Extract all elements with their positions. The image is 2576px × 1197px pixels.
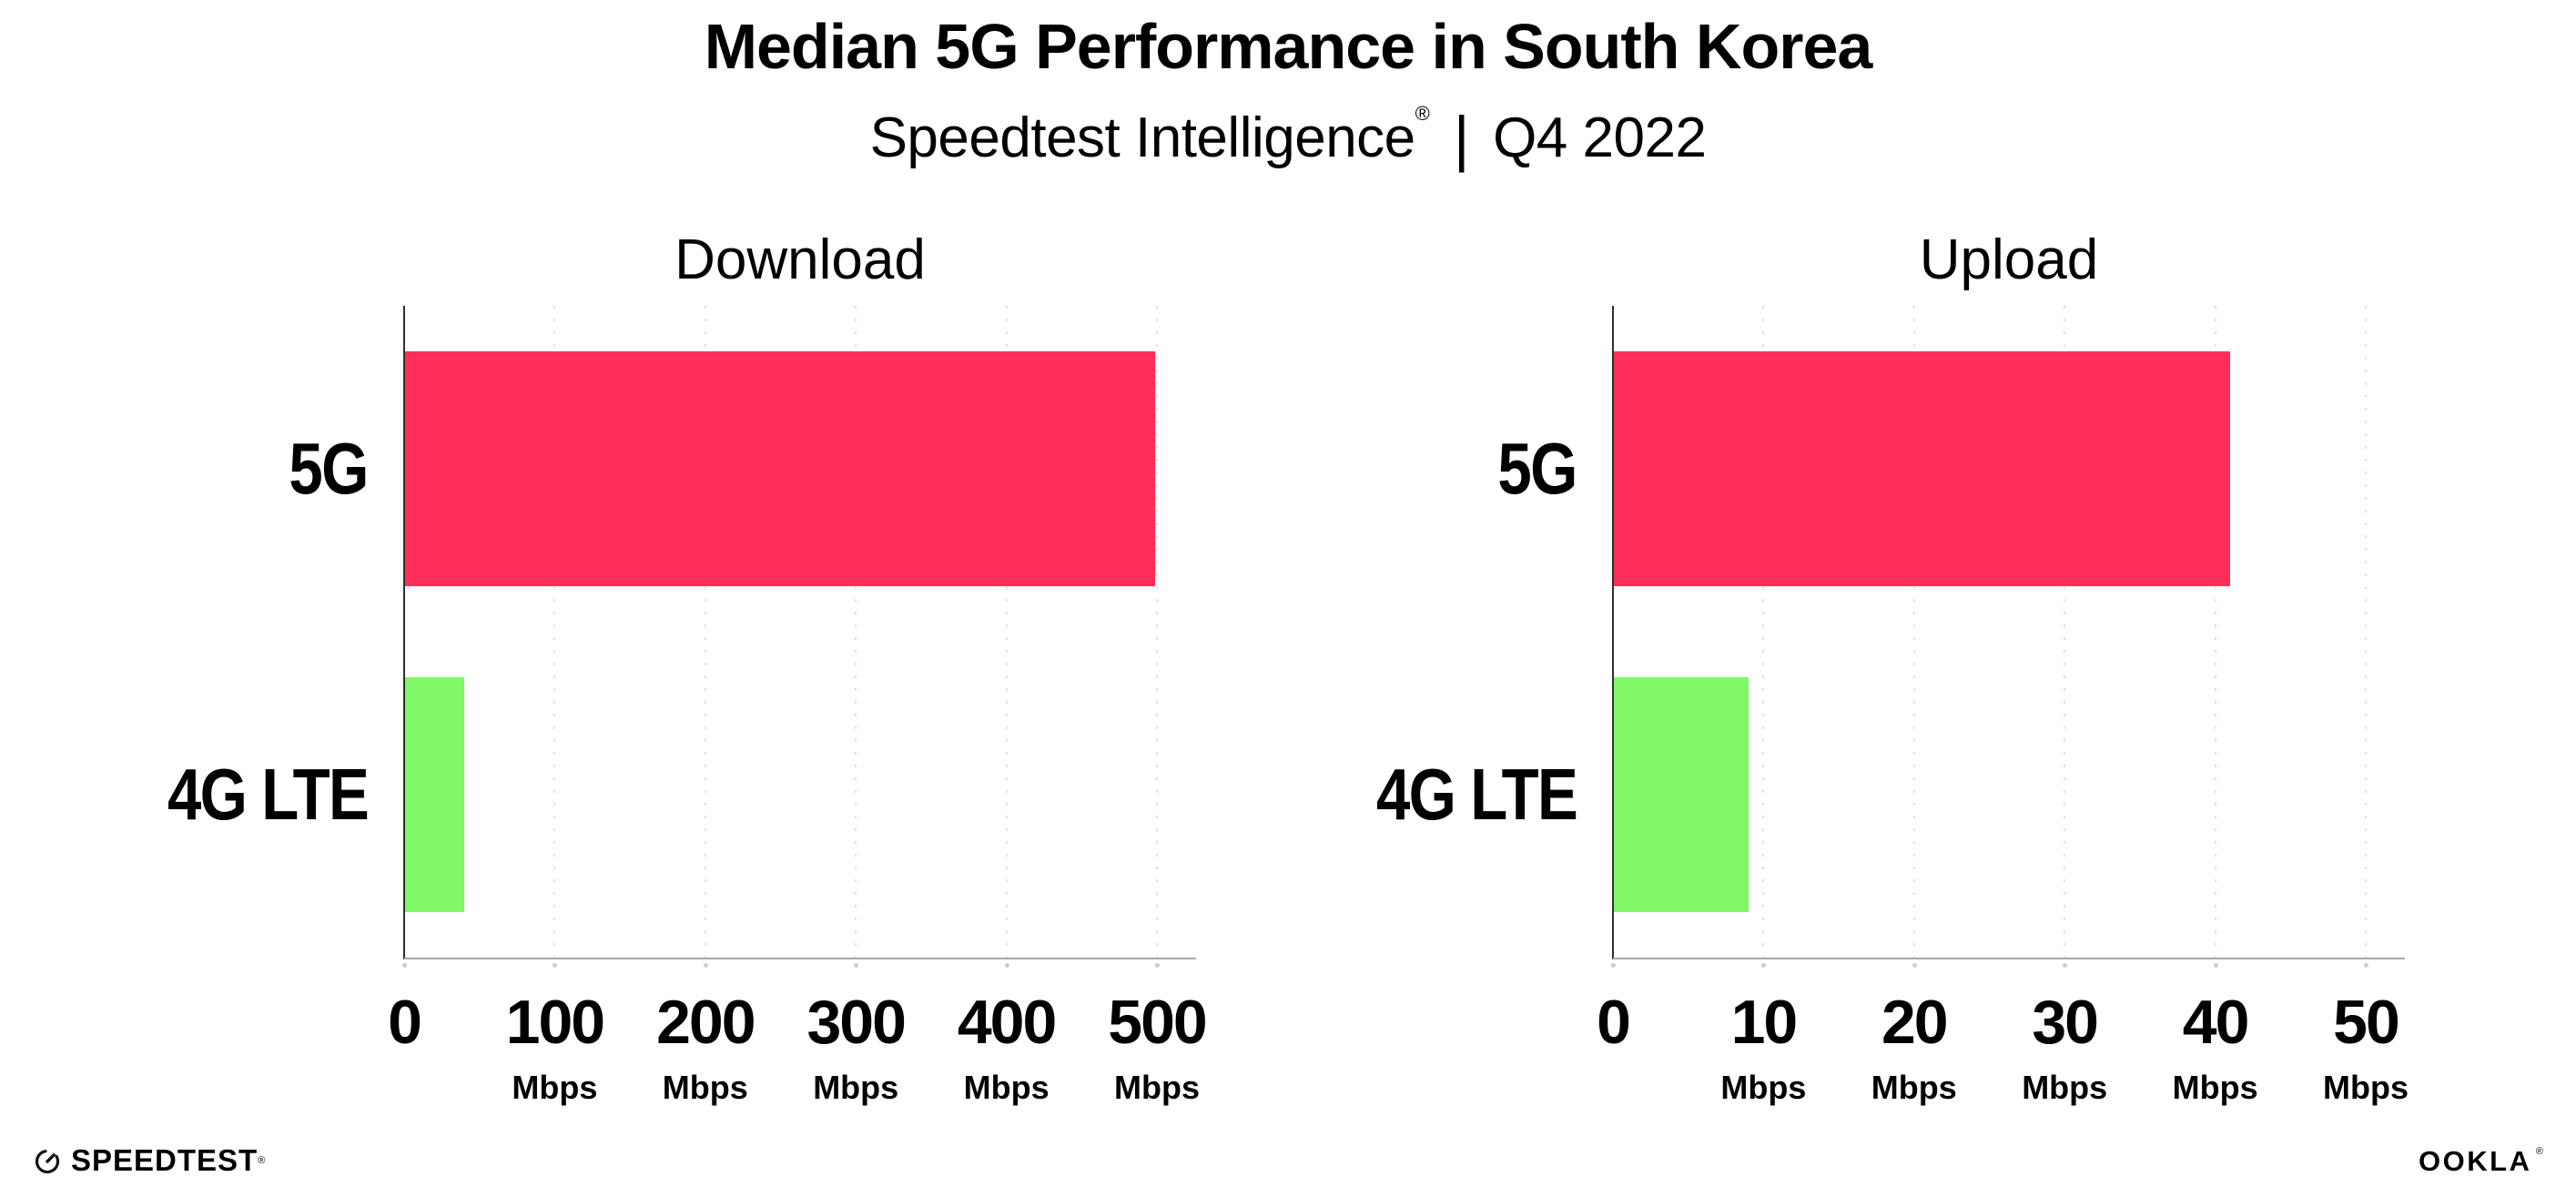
page-title: Median 5G Performance in South Korea xyxy=(704,11,1873,82)
plot-area xyxy=(1612,306,2405,959)
tick-unit-label: Mbps xyxy=(1720,1069,1807,1106)
subtitle-separator: | xyxy=(1453,104,1470,173)
ookla-logo: OOKLA ® xyxy=(2419,1145,2543,1178)
tick-unit-label: Mbps xyxy=(662,1069,748,1106)
registered-trademark-symbol: ® xyxy=(1415,102,1430,125)
category-label-5g: 5G xyxy=(289,428,370,509)
subtitle-period: Q4 2022 xyxy=(1493,107,1707,169)
chart-download: Download 5G 4G LTE 0 100 Mbps 200 Mbps 300 Mbps 40… xyxy=(167,228,1208,1106)
tick-unit-label: Mbps xyxy=(963,1069,1050,1106)
category-label-5g: 5G xyxy=(1497,428,1578,509)
tick-dot-100 xyxy=(553,963,558,968)
tick-dot-300 xyxy=(854,963,859,968)
tick-unit-label: Mbps xyxy=(2172,1069,2258,1106)
gridline-300 xyxy=(855,306,857,958)
gridline-20 xyxy=(1912,306,1915,958)
speedtest-registered-mark: ® xyxy=(258,1155,266,1166)
tick-label-100: 100 xyxy=(505,988,605,1057)
bar-5g xyxy=(404,351,1156,586)
tick-unit-label: Mbps xyxy=(512,1069,598,1106)
gridline-500 xyxy=(1155,306,1158,958)
bar-5g xyxy=(1613,351,2231,586)
tick-dot-20 xyxy=(1912,963,1917,968)
gridline-40 xyxy=(2214,306,2216,958)
tick-unit-label: Mbps xyxy=(2322,1069,2409,1106)
category-label-4g-lte: 4G LTE xyxy=(1375,754,1578,835)
y-axis-line xyxy=(1612,306,1614,959)
gridline-30 xyxy=(2064,306,2066,958)
tick-label-400: 400 xyxy=(957,988,1057,1057)
tick-dot-40 xyxy=(2213,963,2218,968)
tick-label-0: 0 xyxy=(388,988,422,1057)
tick-label-30: 30 xyxy=(2032,988,2099,1057)
tick-dot-400 xyxy=(1004,963,1009,968)
tick-label-10: 10 xyxy=(1730,988,1799,1057)
tick-unit-label: Mbps xyxy=(2022,1069,2108,1106)
chart-title: Download xyxy=(674,228,926,291)
chart-title: Upload xyxy=(1919,228,2099,291)
gridline-400 xyxy=(1005,306,1008,958)
tick-label-40: 40 xyxy=(2182,988,2250,1057)
tick-dot-10 xyxy=(1761,963,1767,968)
speedtest-gauge-icon xyxy=(35,1150,60,1174)
gridline-10 xyxy=(1762,306,1765,958)
tick-dot-50 xyxy=(2363,963,2368,968)
chart-upload: Upload 5G 4G LTE 0 10 Mbps 20 Mbps 30 Mbps 40 Mbps 5… xyxy=(1376,228,2409,1106)
gridline-100 xyxy=(553,306,556,958)
ookla-registered-mark: ® xyxy=(2535,1146,2543,1157)
y-axis-line xyxy=(403,306,405,959)
gridline-200 xyxy=(704,306,706,958)
category-label-4g-lte: 4G LTE xyxy=(167,754,370,835)
ookla-wordmark: OOKLA xyxy=(2419,1145,2532,1177)
tick-unit-label: Mbps xyxy=(1113,1069,1200,1106)
subtitle-brand: Speedtest Intelligence xyxy=(869,107,1416,169)
tick-dot-200 xyxy=(703,963,708,968)
gridline-50 xyxy=(2364,306,2367,958)
x-axis-line xyxy=(404,958,1196,959)
tick-label-20: 20 xyxy=(1881,988,1949,1057)
tick-dot-500 xyxy=(1154,963,1160,968)
bar-4g-lte xyxy=(1613,677,1749,912)
plot-area xyxy=(403,306,1196,959)
tick-unit-label: Mbps xyxy=(1871,1069,1957,1106)
tick-unit-label: Mbps xyxy=(813,1069,899,1106)
tick-dot-0 xyxy=(1611,963,1616,968)
tick-dot-30 xyxy=(2063,963,2068,968)
tick-dot-0 xyxy=(402,963,407,968)
tick-label-0: 0 xyxy=(1597,988,1631,1057)
page-subtitle: Speedtest Intelligence® | Q4 2022 xyxy=(0,102,2576,173)
bar-4g-lte xyxy=(404,677,465,912)
tick-label-200: 200 xyxy=(656,988,756,1057)
speedtest-logo: SPEEDTEST ® xyxy=(33,1143,265,1178)
speedtest-wordmark: SPEEDTEST xyxy=(71,1143,259,1177)
tick-label-300: 300 xyxy=(806,988,906,1057)
x-axis-line xyxy=(1613,958,2405,959)
tick-label-50: 50 xyxy=(2333,988,2400,1057)
tick-label-500: 500 xyxy=(1108,988,1207,1057)
